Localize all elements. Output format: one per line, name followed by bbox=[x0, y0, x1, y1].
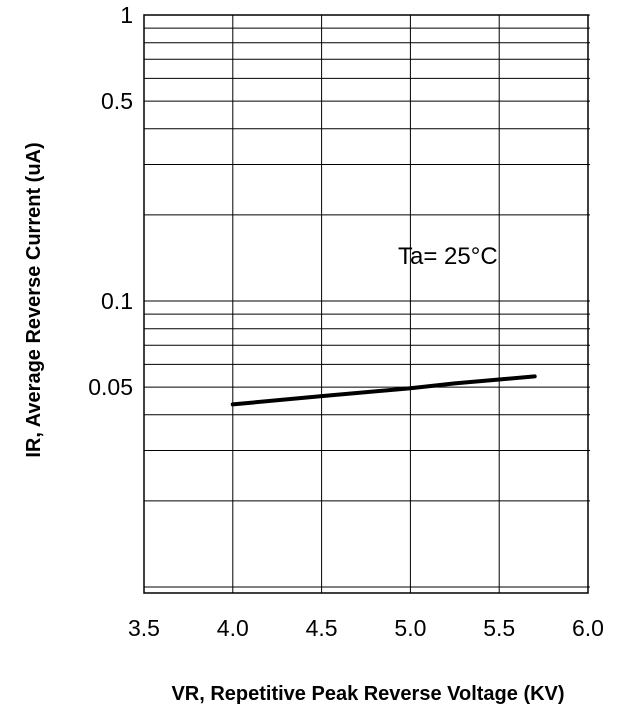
y-tick-label: 0.5 bbox=[101, 88, 133, 114]
series-layer bbox=[230, 374, 537, 407]
x-tick-label: 6.0 bbox=[572, 615, 604, 641]
y-axis-label: IR, Average Reverse Current (uA) bbox=[23, 142, 45, 457]
x-axis-label: VR, Repetitive Peak Reverse Voltage (KV) bbox=[171, 683, 564, 705]
y-tick-label: 0.1 bbox=[101, 288, 133, 314]
temperature-annotation: Ta= 25°C bbox=[398, 243, 498, 270]
x-tick-label: 5.0 bbox=[394, 615, 426, 641]
grid-layer bbox=[143, 14, 590, 593]
x-tick-label: 4.5 bbox=[306, 615, 338, 641]
y-tick-labels: 1 0.5 0.1 0.05 bbox=[88, 2, 133, 400]
y-tick-label: 1 bbox=[120, 2, 133, 28]
plot-frame bbox=[143, 14, 589, 594]
series-line bbox=[230, 374, 537, 407]
y-tick-label: 0.05 bbox=[88, 374, 133, 400]
plot-border bbox=[143, 14, 589, 594]
x-tick-label: 3.5 bbox=[128, 615, 160, 641]
x-tick-label: 4.0 bbox=[217, 615, 249, 641]
x-tick-label: 5.5 bbox=[483, 615, 515, 641]
x-tick-labels: 3.5 4.0 4.5 5.0 5.5 6.0 bbox=[128, 615, 604, 641]
